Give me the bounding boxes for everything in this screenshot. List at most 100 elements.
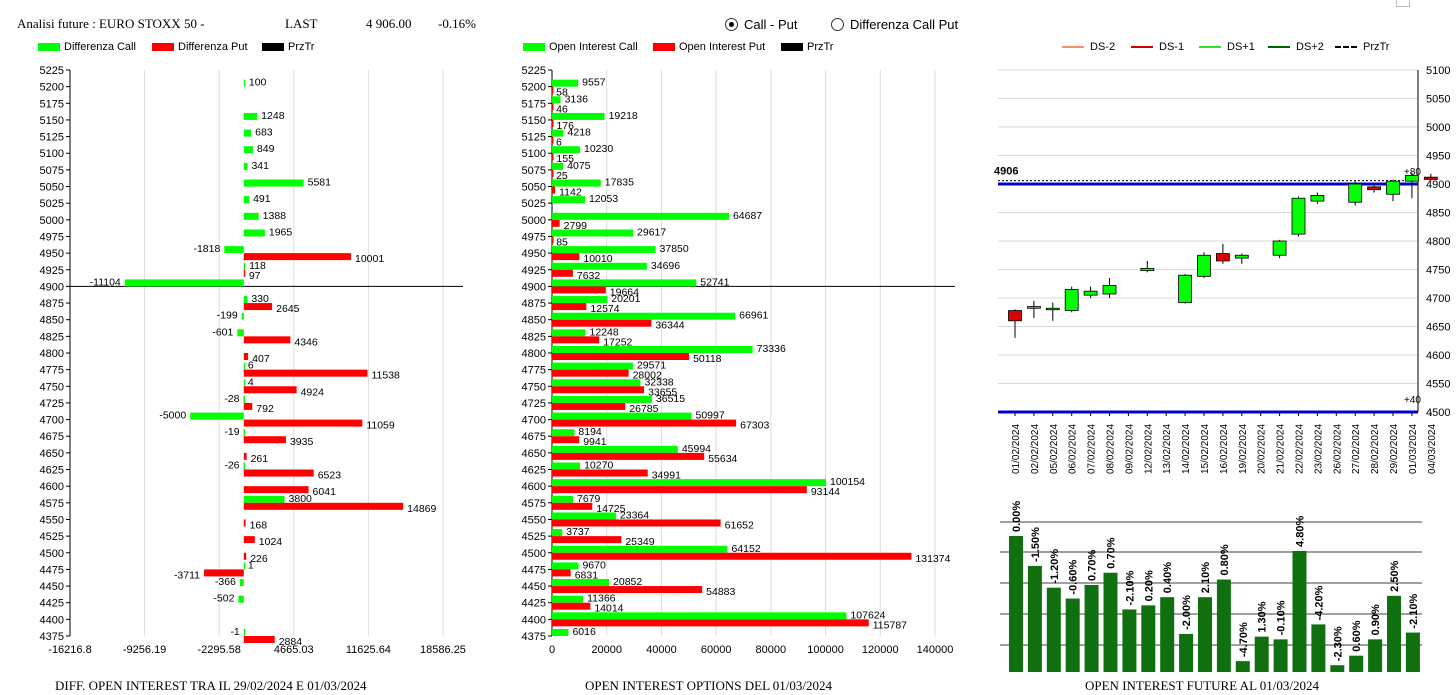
call-bar (552, 512, 616, 520)
y-tick-label: 4500 (40, 548, 64, 560)
candle-body (1064, 289, 1079, 311)
oi-bar (1235, 661, 1250, 672)
candle-body (1367, 186, 1382, 191)
x-tick-label: 4665.03 (274, 644, 314, 656)
x-tick-label: 40000 (646, 644, 677, 656)
candle-body (1197, 254, 1211, 277)
radio-call-put[interactable]: Call - Put (725, 17, 797, 32)
oi-bar-label: -1.20% (1049, 549, 1061, 584)
call-bar (243, 196, 250, 204)
window-button-icon[interactable] (1396, 0, 1410, 7)
y-tick-label: 4625 (522, 465, 546, 477)
change-value: -0.16% (438, 16, 476, 31)
y-tick-label: 4400 (40, 614, 64, 626)
put-bar (552, 602, 591, 610)
y-tick-label: 4600 (522, 481, 546, 493)
candle-body (1234, 254, 1249, 259)
put-value-label: 1024 (259, 536, 283, 548)
legend3-prz: PrzTr (1335, 41, 1389, 53)
put-value-label: -3711 (174, 569, 200, 581)
oi-bar-label: 2.50% (1389, 560, 1401, 591)
page-title: Analisi future : EURO STOXX 50 - (17, 16, 205, 31)
footer-middle-title: OPEN INTEREST OPTIONS DEL 01/03/2024 (585, 678, 832, 693)
legend1-call-label: Differenza Call (64, 41, 136, 53)
y-tick-label: 4525 (522, 531, 546, 543)
put-value-label: 50118 (693, 353, 722, 365)
call-bar (190, 412, 244, 420)
call-bar (552, 562, 579, 570)
legend3-ds-plus1-label: DS+1 (1227, 41, 1255, 53)
x-tick-label: 60000 (701, 644, 732, 656)
put-value-label: 9941 (583, 436, 607, 448)
y-tick-label: 4850 (1426, 208, 1450, 220)
oi-bar (1009, 536, 1023, 672)
put-bar (552, 153, 554, 161)
call-value-label: 9557 (582, 77, 606, 89)
y-tick-label: 5025 (522, 198, 546, 210)
x-tick-label: 80000 (756, 644, 787, 656)
put-bar (552, 619, 869, 627)
y-tick-label: 5225 (40, 65, 64, 77)
y-tick-label: 4650 (40, 448, 64, 460)
call-bar (552, 412, 692, 420)
call-value-label: 6016 (572, 626, 596, 638)
last-value: 4 906.00 (366, 16, 412, 31)
put-value-label: 226 (250, 553, 268, 565)
call-value-label: 491 (253, 193, 271, 205)
candle-body (1404, 175, 1419, 182)
diff-oi-chart: -16216.8 -9256.19 -2295.58 4665.03 11625.64 1… (40, 65, 466, 656)
candlestick-chart: 5100 5050 5000 4950 4900 4850 4800 4750 4700 4650… (994, 65, 1450, 474)
y-tick-label: 4900 (40, 281, 64, 293)
put-value-label: 55634 (708, 453, 737, 465)
y-tick-label: 5075 (522, 165, 546, 177)
annot-lower: +40 (1404, 395, 1421, 406)
call-value-label: -19 (224, 426, 239, 438)
call-bar (552, 629, 569, 636)
put-bar (552, 469, 648, 477)
put-value-label: 407 (252, 353, 270, 365)
y-tick-label: 5175 (522, 98, 546, 110)
date-label: 02/02/2024 (1030, 424, 1041, 474)
y-tick-label: 4900 (1426, 179, 1450, 191)
put-value-label: 4346 (294, 336, 318, 348)
y-tick-label: 4700 (40, 415, 64, 427)
put-value-label: 12574 (590, 303, 619, 315)
candle-body (1423, 176, 1438, 180)
call-bar (552, 595, 584, 603)
y-tick-label: 4400 (522, 614, 546, 626)
call-value-label: 64152 (732, 543, 761, 555)
call-bar (243, 395, 246, 403)
price-label: 4906 (994, 166, 1018, 178)
call-value-label: -5000 (159, 410, 186, 422)
oi-bar-label: 0.70% (1087, 550, 1099, 581)
oi-bar (1254, 636, 1269, 672)
put-bar (552, 169, 554, 177)
legend1-put-swatch (152, 43, 174, 51)
put-value-label: 6831 (575, 569, 599, 581)
put-value-label: 14725 (596, 503, 625, 515)
oi-bar (1160, 597, 1175, 672)
put-bar (552, 103, 554, 111)
radio-differenza-label: Differenza Call Put (850, 17, 959, 32)
call-bar (552, 312, 736, 320)
y-tick-label: 4775 (40, 365, 64, 377)
radio-differenza[interactable]: Differenza Call Put (831, 17, 958, 32)
date-label: 20/02/2024 (1257, 424, 1268, 474)
put-bar (243, 469, 314, 477)
y-tick-label: 4675 (522, 431, 546, 443)
call-bar (552, 129, 564, 137)
y-tick-label: 4825 (522, 331, 546, 343)
put-bar (243, 386, 297, 394)
put-value-label: 54883 (706, 586, 735, 598)
oi-future-chart: 0.00% -1.50% -1.20% -0.60% 0.70% 0.70% -2.10% 0… (1000, 501, 1422, 672)
call-value-label: 34696 (651, 260, 680, 272)
oi-bar (1216, 579, 1231, 672)
candle-body (1310, 194, 1325, 202)
call-bar (224, 246, 244, 254)
call-bar (239, 579, 244, 587)
call-value-label: 9670 (582, 559, 606, 571)
call-value-label: -502 (213, 593, 234, 605)
put-bar (243, 552, 247, 560)
y-tick-label: 5025 (40, 198, 64, 210)
call-value-label: 1 (248, 559, 254, 571)
